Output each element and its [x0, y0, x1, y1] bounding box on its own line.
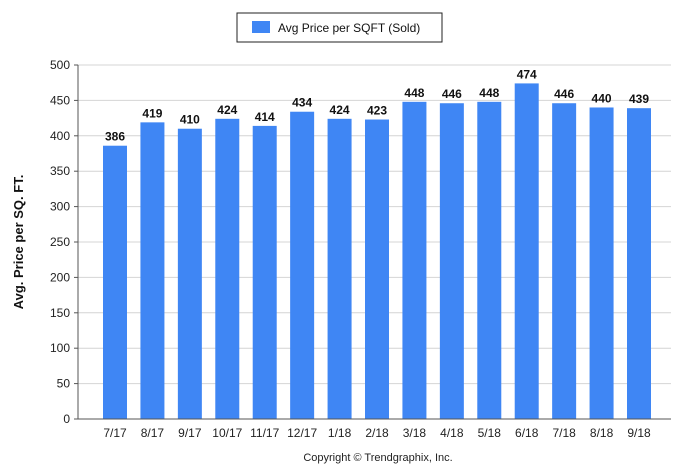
x-axis-ticks: 7/17 8/17 9/17 10/17 11/17 12/17 1/18 2/18 3/18 4… — [103, 426, 651, 440]
y-tick-label: 100 — [50, 341, 70, 355]
y-tick-label: 150 — [50, 306, 70, 320]
y-tick-label: 350 — [50, 164, 70, 178]
bar-12-17 — [290, 111, 315, 419]
x-tick-label: 10/17 — [212, 426, 242, 440]
bar-6-18 — [514, 83, 539, 420]
bar-7-17 — [103, 145, 127, 419]
x-tick-label: 9/18 — [627, 426, 651, 440]
bar-9-17 — [177, 128, 202, 419]
x-tick-label: 8/17 — [141, 426, 165, 440]
y-tick-label: 500 — [50, 58, 70, 72]
legend-label: Avg Price per SQFT (Sold) — [278, 21, 420, 35]
x-tick-label: 5/18 — [478, 426, 502, 440]
bar-value-label: 474 — [517, 67, 537, 81]
bar-value-label: 446 — [442, 87, 462, 101]
bar-value-label: 419 — [142, 106, 162, 120]
x-tick-label: 1/18 — [328, 426, 352, 440]
legend-swatch — [252, 21, 270, 33]
y-axis-ticks: 0 50 100 150 200 250 300 350 400 450 500 — [50, 58, 78, 426]
bar-value-label: 386 — [105, 130, 125, 144]
bar-2-18 — [365, 119, 389, 420]
bar-value-label: 414 — [255, 110, 275, 124]
y-axis-title: Avg. Price per SQ. FT. — [11, 175, 26, 310]
y-tick-label: 50 — [57, 377, 71, 391]
y-tick-label: 400 — [50, 129, 70, 143]
bar-value-label: 446 — [554, 87, 574, 101]
bars — [103, 83, 651, 420]
legend-box — [236, 12, 443, 43]
bar-value-label: 439 — [629, 92, 649, 106]
bar-10-17 — [215, 118, 240, 420]
bar-5-18 — [477, 101, 502, 419]
x-tick-label: 2/18 — [365, 426, 389, 440]
y-tick-label: 450 — [50, 93, 70, 107]
x-tick-label: 7/18 — [552, 426, 576, 440]
bar-value-label: 448 — [404, 86, 424, 100]
bar-9-18 — [627, 108, 651, 420]
y-tick-label: 300 — [50, 200, 70, 214]
y-tick-label: 200 — [50, 270, 70, 284]
x-tick-label: 6/18 — [515, 426, 539, 440]
legend: Avg Price per SQFT (Sold) — [236, 12, 443, 43]
bar-value-label: 410 — [180, 113, 200, 127]
x-tick-label: 12/17 — [287, 426, 317, 440]
y-tick-label: 0 — [63, 412, 70, 426]
x-tick-label: 9/17 — [178, 426, 202, 440]
x-tick-label: 3/18 — [403, 426, 427, 440]
bar-value-label: 423 — [367, 104, 387, 118]
bar-value-label: 424 — [217, 103, 237, 117]
y-tick-label: 250 — [50, 235, 70, 249]
bar-3-18 — [402, 101, 427, 419]
x-tick-label: 4/18 — [440, 426, 464, 440]
bar-value-label: 424 — [330, 103, 350, 117]
x-tick-label: 11/17 — [250, 426, 279, 440]
bar-8-18 — [589, 107, 614, 419]
bar-value-label: 448 — [479, 86, 499, 100]
bar-7-18 — [552, 103, 577, 420]
bar-1-18 — [327, 118, 352, 420]
x-tick-label: 7/17 — [103, 426, 127, 440]
bar-value-label: 440 — [592, 91, 612, 105]
bar-value-label: 434 — [292, 96, 312, 110]
bar-8-17 — [140, 122, 165, 420]
value-labels: 386 419 410 424 414 434 424 423 448 446 448 474 446 4… — [105, 67, 649, 143]
bar-4-18 — [439, 103, 464, 420]
bar-11-17 — [252, 125, 277, 419]
copyright-text: Copyright © Trendgraphix, Inc. — [303, 452, 452, 464]
x-tick-label: 8/18 — [590, 426, 614, 440]
